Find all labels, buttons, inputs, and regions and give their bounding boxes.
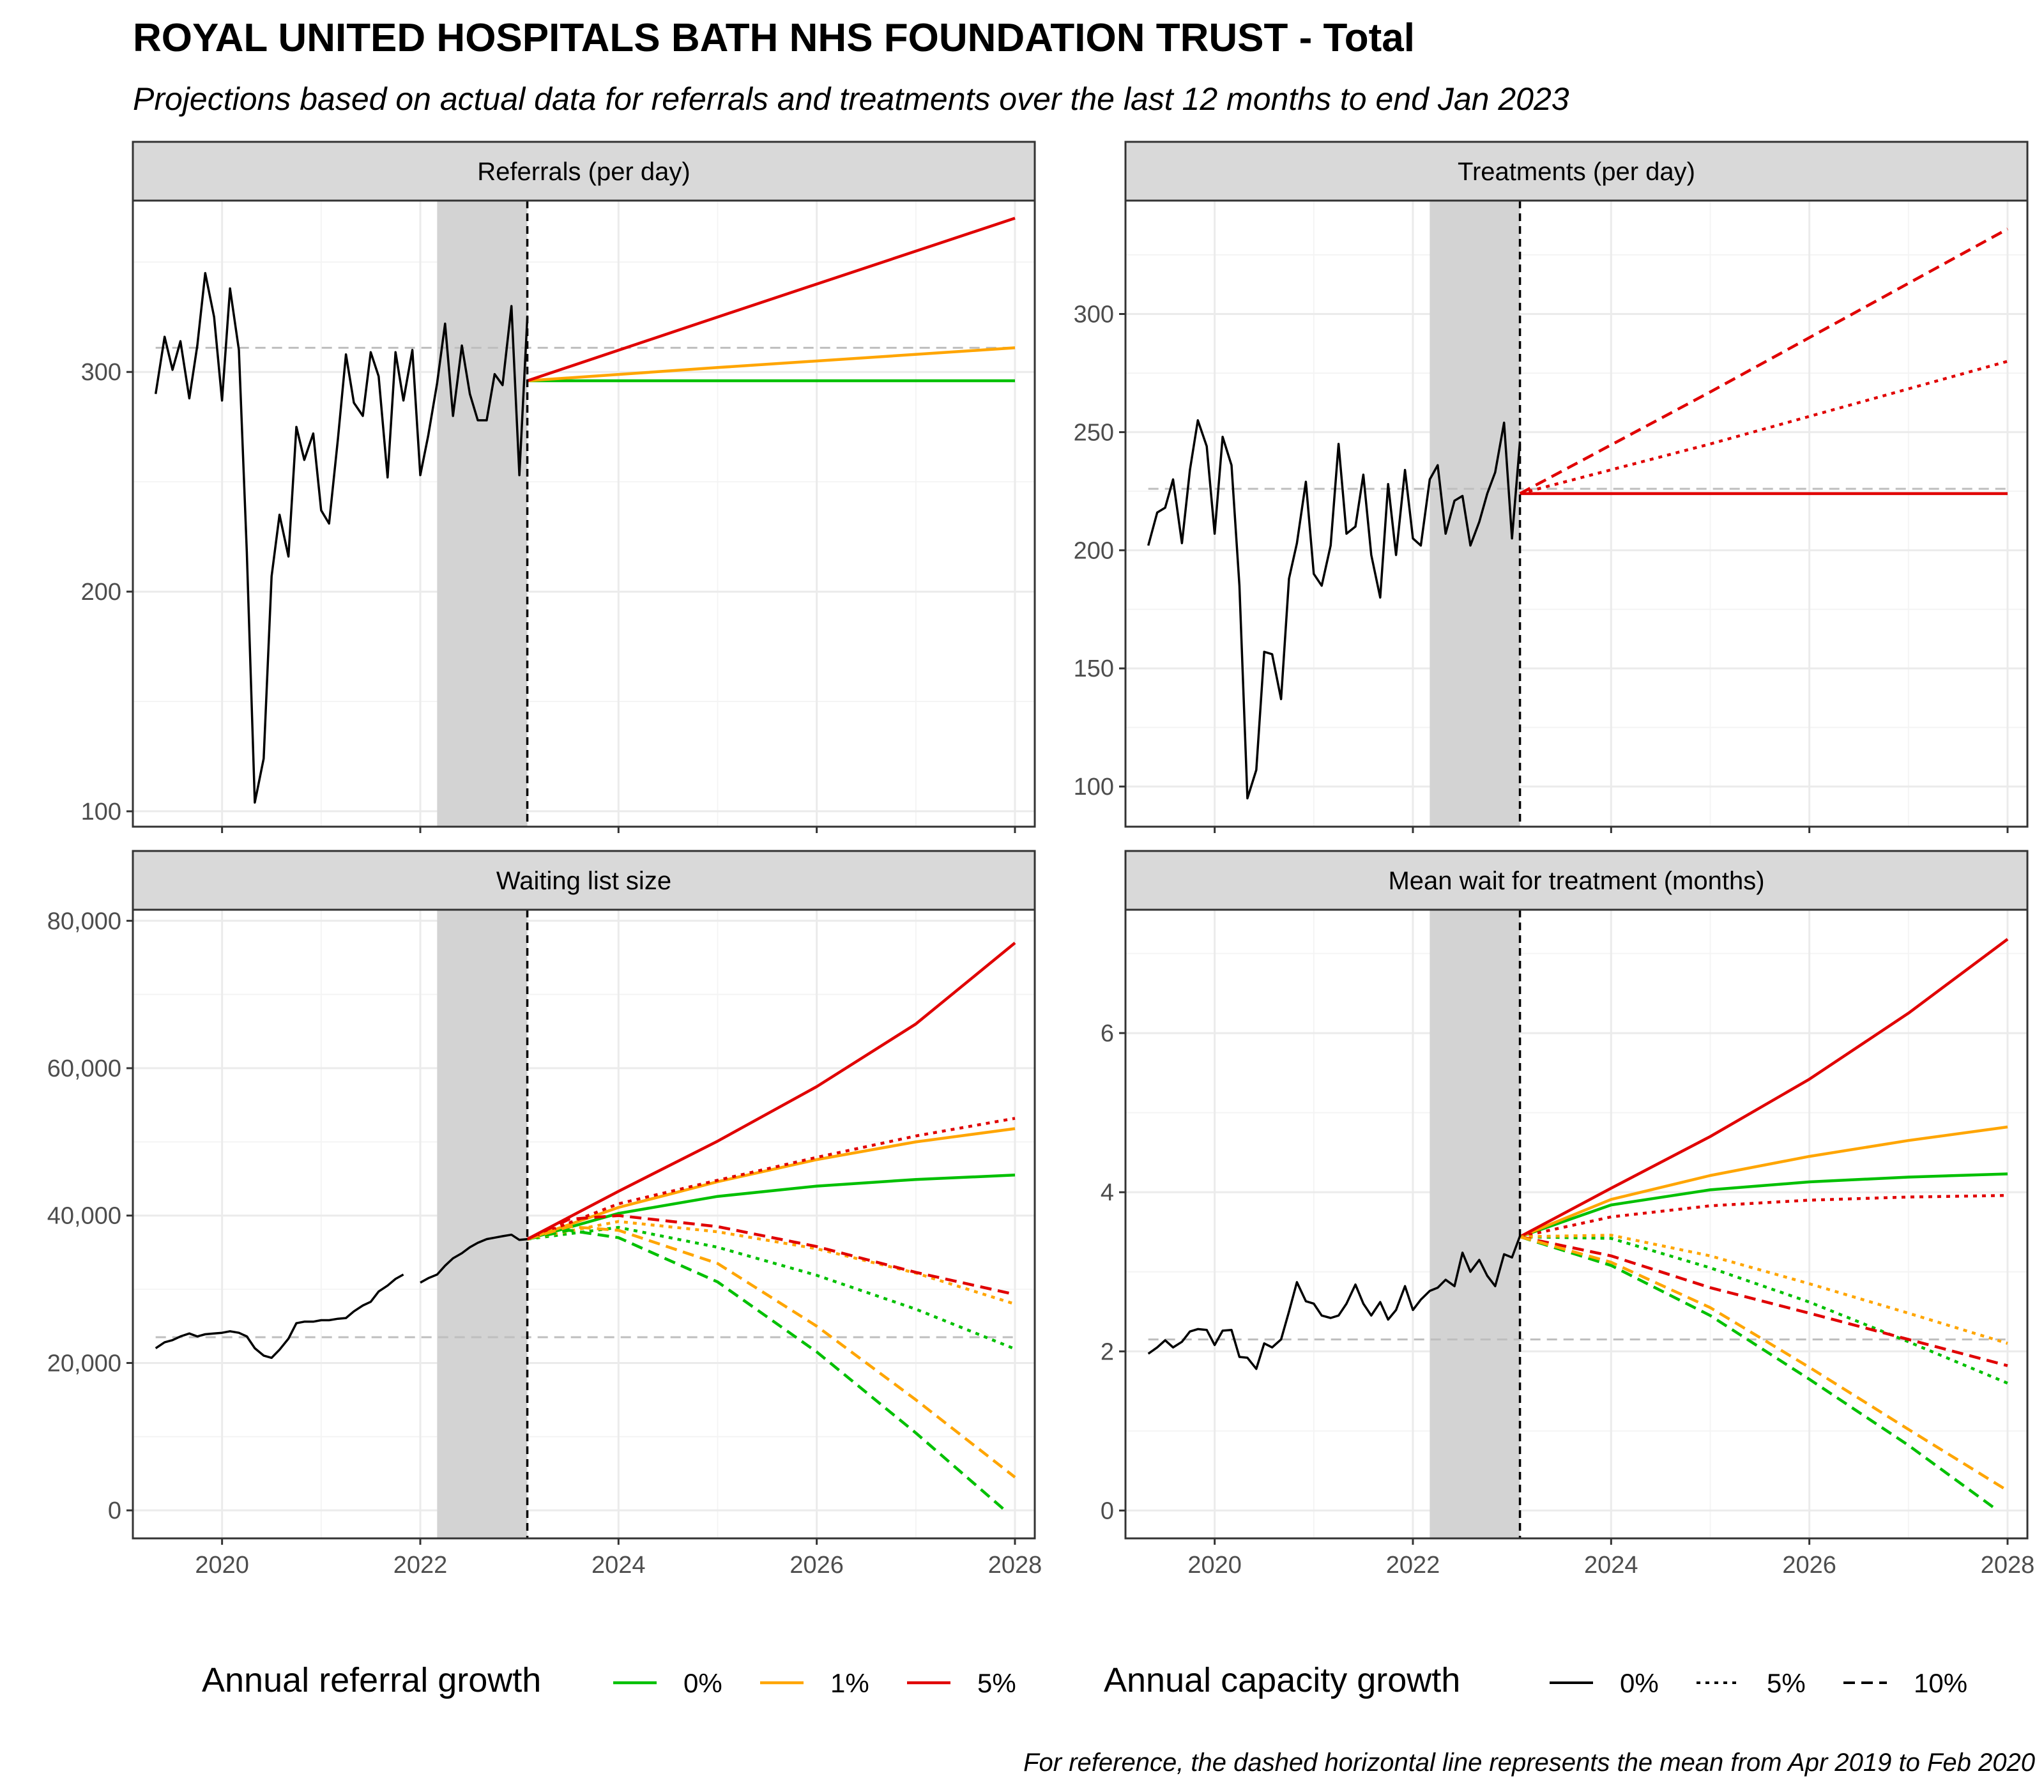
projection-line-ref1-cap0: [526, 1127, 1016, 1241]
panel-border: [132, 908, 1036, 1540]
legend-capacity-label-0: 0%: [1620, 1668, 1659, 1698]
panel-border: [1124, 199, 2029, 828]
plot-area: [154, 201, 1016, 827]
panel-4: Mean wait for treatment (months) 0 2 4 6 2020…: [1101, 850, 2035, 1579]
panel-border: [1124, 908, 2029, 1540]
panel-2: Treatments (per day) 100 150 200 250 300: [1074, 141, 2029, 833]
facet-strip-label: Treatments (per day): [1458, 158, 1695, 186]
facet-strip: [1124, 850, 2029, 911]
plot-area: [1147, 201, 2009, 827]
y-tick-label: 150: [1074, 655, 1114, 682]
panel-border: [132, 199, 1036, 828]
y-tick-label: 100: [81, 799, 121, 825]
facet-strip: [132, 141, 1036, 202]
y-tick-label: 250: [1074, 419, 1114, 446]
observed-line: [420, 1233, 528, 1284]
chart-title: ROYAL UNITED HOSPITALS BATH NHS FOUNDATI…: [133, 16, 1415, 60]
projection-line-ref5-cap10: [1520, 1235, 2008, 1367]
x-tick-label: 2022: [1386, 1552, 1440, 1579]
x-tick-label: 2024: [1584, 1552, 1638, 1579]
y-tick-label: 300: [81, 359, 121, 386]
projection-line-ref0-cap10: [527, 1229, 1006, 1512]
y-tick-label: 6: [1101, 1020, 1114, 1047]
legend-capacity-items: 0% 5% 10%: [1550, 1668, 1967, 1698]
panel-background: [1125, 201, 2027, 827]
projection-line-ref1-cap10: [526, 1225, 1016, 1479]
projection-line-ref1-cap5: [527, 1220, 1016, 1306]
x-tick-label: 2028: [988, 1552, 1042, 1579]
facet-strip-label: Referrals (per day): [477, 158, 690, 186]
plot-area: [1147, 910, 2009, 1538]
shaded-period: [1430, 910, 1520, 1538]
plot-area: [155, 910, 1016, 1538]
projection-line-ref5-cap5: [1520, 1193, 2008, 1239]
x-tick-label: 2024: [591, 1552, 646, 1579]
panel-background: [133, 201, 1035, 827]
projection-line-ref5-cap10: [1519, 227, 2009, 495]
observed-line: [1147, 1236, 1522, 1370]
legend-referral-label-5: 5%: [977, 1668, 1016, 1698]
x-tick-label: 2022: [393, 1552, 448, 1579]
x-tick-label: 2026: [789, 1552, 844, 1579]
y-tick-label: 0: [108, 1497, 121, 1524]
legend: Annual referral growth 0% 1% 5% Annual cap…: [202, 1661, 1967, 1699]
legend-capacity-title: Annual capacity growth: [1104, 1661, 1460, 1699]
y-tick-label: 200: [1074, 537, 1114, 564]
legend-referral-label-1: 1%: [830, 1668, 869, 1698]
projection-line-ref0-cap0: [1519, 1172, 2008, 1239]
y-tick-label: 2: [1101, 1338, 1114, 1365]
x-tick-label: 2028: [1981, 1552, 2035, 1579]
legend-referral-title: Annual referral growth: [202, 1661, 541, 1699]
shaded-period: [1430, 201, 1520, 827]
legend-capacity-label-5: 5%: [1767, 1668, 1806, 1698]
facet-strip-label: Waiting list size: [496, 867, 671, 895]
y-tick-label: 40,000: [47, 1203, 121, 1230]
y-tick-label: 300: [1074, 302, 1114, 328]
observed-line: [155, 1273, 404, 1359]
chart-caption: For reference, the dashed horizontal lin…: [1023, 1749, 2035, 1777]
legend-referral-label-0: 0%: [683, 1668, 722, 1698]
projection-line-ref5-cap5: [526, 1117, 1016, 1241]
projection-line-ref5-cap0: [526, 942, 1016, 1241]
projection-line-ref1-cap0: [1519, 1125, 2008, 1238]
panel-background: [1125, 910, 2027, 1538]
projection-line-ref5-cap10: [526, 1214, 1016, 1296]
projection-line-ref1-cap5: [1520, 1234, 2008, 1345]
y-tick-label: 4: [1101, 1179, 1114, 1206]
projection-line-ref5-cap0: [1519, 938, 2009, 1238]
x-tick-label: 2026: [1782, 1552, 1836, 1579]
y-tick-label: 20,000: [47, 1350, 121, 1377]
projection-line-ref5-cap0: [526, 217, 1016, 383]
x-tick-label: 2020: [1187, 1552, 1242, 1579]
y-tick-label: 80,000: [47, 908, 121, 935]
projection-line-ref1-cap0: [527, 346, 1016, 383]
facet-strip: [132, 850, 1036, 911]
shaded-period: [437, 201, 528, 827]
y-tick-label: 100: [1074, 774, 1114, 800]
x-tick-label: 2020: [195, 1552, 249, 1579]
projection-line-ref5-cap5: [1520, 360, 2008, 495]
shaded-period: [437, 910, 528, 1538]
y-tick-label: 60,000: [47, 1055, 121, 1082]
projection-line-ref0-cap5: [527, 1225, 1016, 1351]
panel-3: Waiting list size 0 20,000 40,000 60,000 80,0…: [47, 850, 1042, 1579]
projection-line-ref0-cap10: [1519, 1235, 1999, 1512]
observed-line: [154, 272, 529, 804]
y-tick-label: 0: [1101, 1497, 1114, 1524]
chart-subtitle: Projections based on actual data for ref…: [133, 81, 1569, 117]
y-tick-label: 200: [81, 579, 121, 606]
legend-referral-items: 0% 1% 5%: [613, 1668, 1016, 1698]
panel-1: Referrals (per day) 100 200 300: [81, 141, 1036, 833]
observed-line: [1147, 419, 1522, 800]
projection-line-ref1-cap10: [1519, 1235, 2009, 1492]
projection-line-ref0-cap5: [1520, 1235, 2008, 1385]
gridlines: [1125, 910, 2027, 1538]
legend-capacity-label-10: 10%: [1914, 1668, 1967, 1698]
facet-strip-label: Mean wait for treatment (months): [1388, 867, 1764, 895]
